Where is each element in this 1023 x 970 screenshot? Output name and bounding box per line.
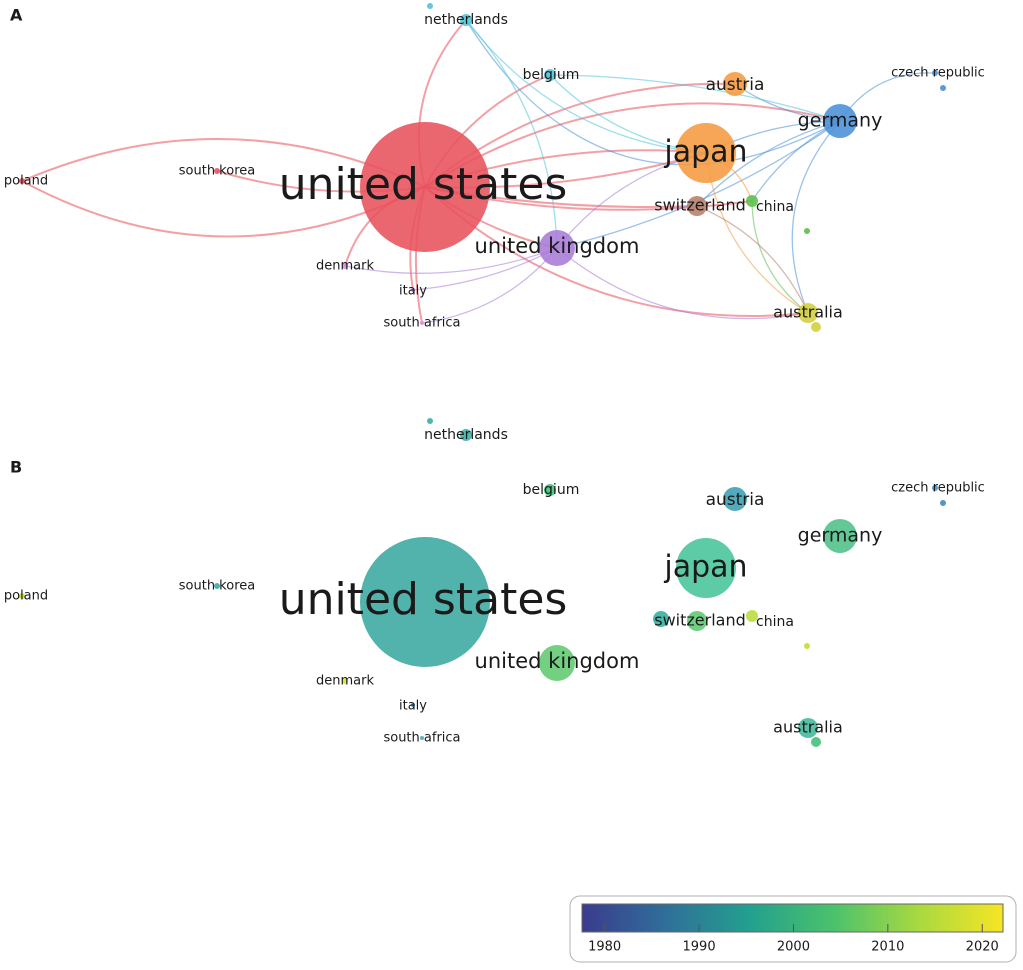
node	[544, 69, 556, 81]
node	[360, 537, 490, 667]
node	[932, 485, 938, 491]
node	[687, 611, 707, 631]
node	[746, 195, 758, 207]
node	[798, 718, 818, 738]
node	[544, 484, 556, 496]
node-label: germany	[798, 110, 883, 132]
node	[746, 610, 758, 622]
edge	[549, 74, 841, 122]
node	[723, 72, 747, 96]
node	[940, 500, 946, 506]
colorbar-tick-label: 1990	[683, 940, 716, 955]
panel-label: A	[10, 6, 23, 25]
node-label: south africa	[383, 731, 460, 746]
node	[411, 288, 415, 292]
node	[427, 3, 433, 9]
colorbar-tick-label: 1980	[588, 940, 621, 955]
edge	[751, 200, 809, 314]
node	[19, 178, 25, 184]
node	[460, 429, 472, 441]
edge	[696, 120, 841, 207]
edge	[556, 247, 809, 320]
node-label: germany	[798, 525, 883, 547]
node-label: china	[756, 199, 794, 215]
node-label: netherlands	[424, 427, 508, 443]
node-label: belgium	[523, 67, 580, 83]
node	[798, 303, 818, 323]
node-label: south africa	[383, 316, 460, 331]
node	[804, 643, 810, 649]
node	[360, 122, 490, 252]
colorbar-ticks: 1980 1990 2000 2010 2020	[588, 924, 999, 955]
node	[804, 228, 810, 234]
node-label: united states	[279, 574, 568, 625]
edge	[465, 19, 707, 154]
node	[823, 104, 857, 138]
node	[932, 70, 938, 76]
node-label: switzerland	[654, 611, 746, 630]
colorbar-tick-label: 2010	[871, 940, 904, 955]
node-label: united kingdom	[475, 234, 640, 258]
node	[676, 123, 736, 183]
node	[214, 168, 220, 174]
node-label: austria	[706, 490, 765, 510]
node-label: australia	[773, 718, 843, 737]
node	[811, 322, 821, 332]
node-label: poland	[4, 174, 48, 189]
edge	[751, 120, 841, 202]
node-label: united kingdom	[475, 649, 640, 673]
edge	[791, 120, 841, 314]
node	[687, 196, 707, 216]
edge	[465, 19, 841, 166]
node	[214, 583, 220, 589]
node-label: united states	[279, 159, 568, 210]
node	[940, 85, 946, 91]
node-label: china	[756, 614, 794, 630]
node	[342, 263, 348, 269]
edge	[421, 247, 558, 324]
node	[676, 538, 736, 598]
node-label: belgium	[523, 482, 580, 498]
node-label: austria	[706, 75, 765, 95]
node	[411, 703, 415, 707]
node	[823, 519, 857, 553]
node	[539, 230, 575, 266]
nodes	[19, 3, 946, 747]
node	[460, 14, 472, 26]
node-label: japan	[663, 550, 747, 585]
node-label: czech republic	[891, 481, 985, 496]
node-label: denmark	[316, 259, 374, 274]
node-label: japan	[663, 135, 747, 170]
colorbar	[581, 903, 1004, 933]
node-label: italy	[399, 699, 427, 714]
node-label: poland	[4, 589, 48, 604]
node-label: south korea	[179, 579, 255, 594]
edge	[344, 247, 558, 274]
node-label: south korea	[179, 164, 255, 179]
node-label: denmark	[316, 674, 374, 689]
node-label: czech republic	[891, 66, 985, 81]
colorbar-tick-label: 2020	[966, 940, 999, 955]
node	[420, 321, 424, 325]
panel-label: B	[10, 458, 22, 477]
edge	[465, 19, 558, 249]
node	[723, 487, 747, 511]
labels: united states japan united kingdom germany a…	[4, 12, 985, 746]
node	[420, 736, 424, 740]
node	[19, 593, 25, 599]
node-label: australia	[773, 303, 843, 322]
node	[653, 611, 669, 627]
node	[342, 678, 348, 684]
colorbar-tick-label: 2000	[777, 940, 810, 955]
node	[811, 737, 821, 747]
node	[539, 645, 575, 681]
node-label: italy	[399, 284, 427, 299]
edge	[696, 205, 809, 314]
node	[427, 418, 433, 424]
node-label: switzerland	[654, 196, 746, 215]
node-label: netherlands	[424, 12, 508, 28]
